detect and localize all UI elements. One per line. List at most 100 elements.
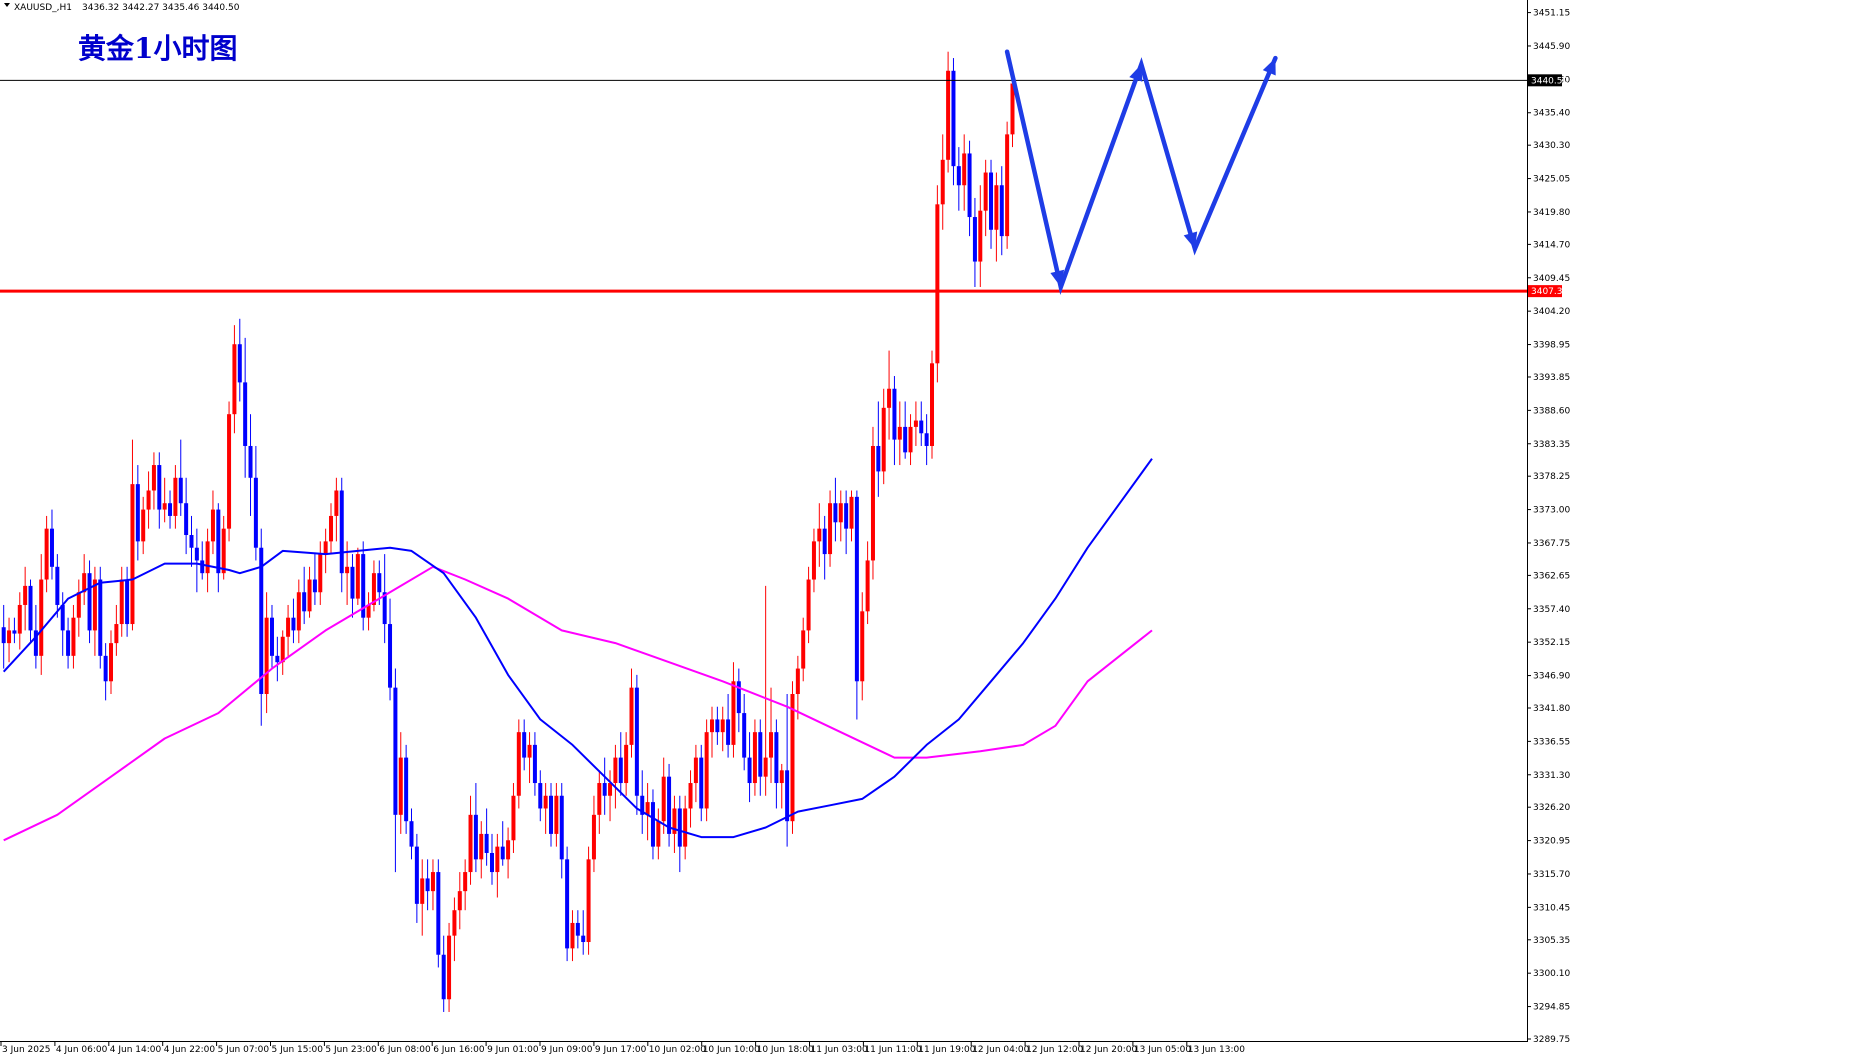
candle xyxy=(608,770,613,822)
y-tick-label: 3305.35 xyxy=(1533,936,1570,946)
candle xyxy=(302,566,307,625)
candle xyxy=(135,465,140,561)
x-tick-label: 12 Jun 20:00 xyxy=(1080,1045,1137,1055)
candle-body xyxy=(967,153,972,218)
candle xyxy=(414,833,419,923)
candle xyxy=(511,783,516,853)
candle-body xyxy=(608,783,613,796)
candle xyxy=(972,197,977,287)
candle xyxy=(17,592,22,650)
candle-body xyxy=(463,872,468,892)
candle xyxy=(817,503,822,567)
candle-body xyxy=(876,445,881,472)
candle-body xyxy=(76,592,81,618)
y-tick-label: 3289.75 xyxy=(1533,1035,1570,1045)
candle-body xyxy=(946,70,951,160)
y-tick-label: 3414.70 xyxy=(1533,240,1570,250)
candle-body xyxy=(404,757,409,822)
symbol-dropdown-icon[interactable] xyxy=(4,3,10,7)
forecast-arrowhead xyxy=(1050,269,1065,287)
candle-body xyxy=(715,719,720,733)
candle xyxy=(318,541,323,605)
candle xyxy=(758,719,763,796)
ohlc-label: 3436.32 3442.27 3435.46 3440.50 xyxy=(82,3,240,13)
candle xyxy=(463,859,468,911)
candle xyxy=(940,134,945,230)
candle-body xyxy=(119,579,124,625)
y-tick-label: 3326.20 xyxy=(1533,803,1570,813)
candle-body xyxy=(162,503,167,510)
candle-body xyxy=(371,573,376,605)
candle xyxy=(420,859,425,936)
y-tick-label: 3362.65 xyxy=(1533,571,1570,581)
candle xyxy=(119,566,124,637)
candle-body xyxy=(736,681,741,714)
candle xyxy=(999,166,1004,256)
y-tick-label: 3352.15 xyxy=(1533,638,1570,648)
candle-body xyxy=(747,757,752,784)
candle-body xyxy=(388,624,393,688)
candle-body xyxy=(232,344,237,415)
candle-body xyxy=(726,719,731,745)
x-tick-label: 9 Jun 17:00 xyxy=(595,1045,647,1055)
forecast-arrowhead xyxy=(1183,231,1198,249)
candle xyxy=(109,630,114,694)
candle-body xyxy=(33,630,38,656)
candle xyxy=(785,694,790,847)
candle-body xyxy=(887,388,892,408)
candle xyxy=(259,528,264,726)
candle-body xyxy=(962,153,967,186)
candle-body xyxy=(624,744,629,784)
x-tick-label: 11 Jun 03:00 xyxy=(811,1045,868,1055)
candle xyxy=(103,643,108,701)
candle-body xyxy=(634,687,639,796)
y-tick-label: 3378.25 xyxy=(1533,472,1570,482)
candle xyxy=(452,897,457,962)
ma-slow-line xyxy=(3,565,1153,842)
candle-body xyxy=(758,732,763,777)
candle-body xyxy=(82,573,87,593)
candle-body xyxy=(892,388,897,440)
candle-body xyxy=(978,210,983,262)
candle-body xyxy=(591,814,596,860)
x-tick-label: 13 Jun 13:00 xyxy=(1188,1045,1245,1055)
candle-body xyxy=(302,592,307,612)
candle-body xyxy=(210,509,215,542)
x-tick-label: 10 Jun 02:00 xyxy=(649,1045,706,1055)
candle xyxy=(967,140,972,237)
candle-body xyxy=(983,172,988,211)
candle-body xyxy=(811,541,816,580)
candle xyxy=(495,833,500,898)
candle xyxy=(361,541,366,631)
candle xyxy=(629,668,634,758)
candle xyxy=(774,719,779,809)
candle xyxy=(55,554,60,618)
candle-body xyxy=(1,627,6,644)
candle xyxy=(162,477,167,523)
support-price-tag: 3407.35 xyxy=(1528,285,1568,298)
candle xyxy=(747,732,752,803)
candle-body xyxy=(355,554,360,599)
candle-body xyxy=(763,757,768,777)
candle xyxy=(489,833,494,885)
ma-fast-line xyxy=(2,458,1153,839)
candle xyxy=(425,859,430,911)
candle xyxy=(500,821,505,866)
x-tick-label: 4 Jun 22:00 xyxy=(164,1045,216,1055)
price-lines-layer xyxy=(0,79,1527,293)
candle-body xyxy=(1005,134,1010,237)
x-tick-label: 5 Jun 15:00 xyxy=(272,1045,324,1055)
candle xyxy=(173,465,178,529)
y-tick-label: 3315.70 xyxy=(1533,870,1570,880)
candle xyxy=(876,401,881,497)
candle xyxy=(296,579,301,644)
current-price-tag-bg xyxy=(1528,74,1562,87)
symbol-label: XAUUSD_,H1 xyxy=(14,3,72,13)
candle xyxy=(881,388,886,485)
candle xyxy=(307,566,312,618)
candle xyxy=(624,732,629,796)
candle-body xyxy=(248,445,253,478)
support-price-tag-text: 3407.35 xyxy=(1531,287,1568,297)
candle xyxy=(200,541,205,580)
